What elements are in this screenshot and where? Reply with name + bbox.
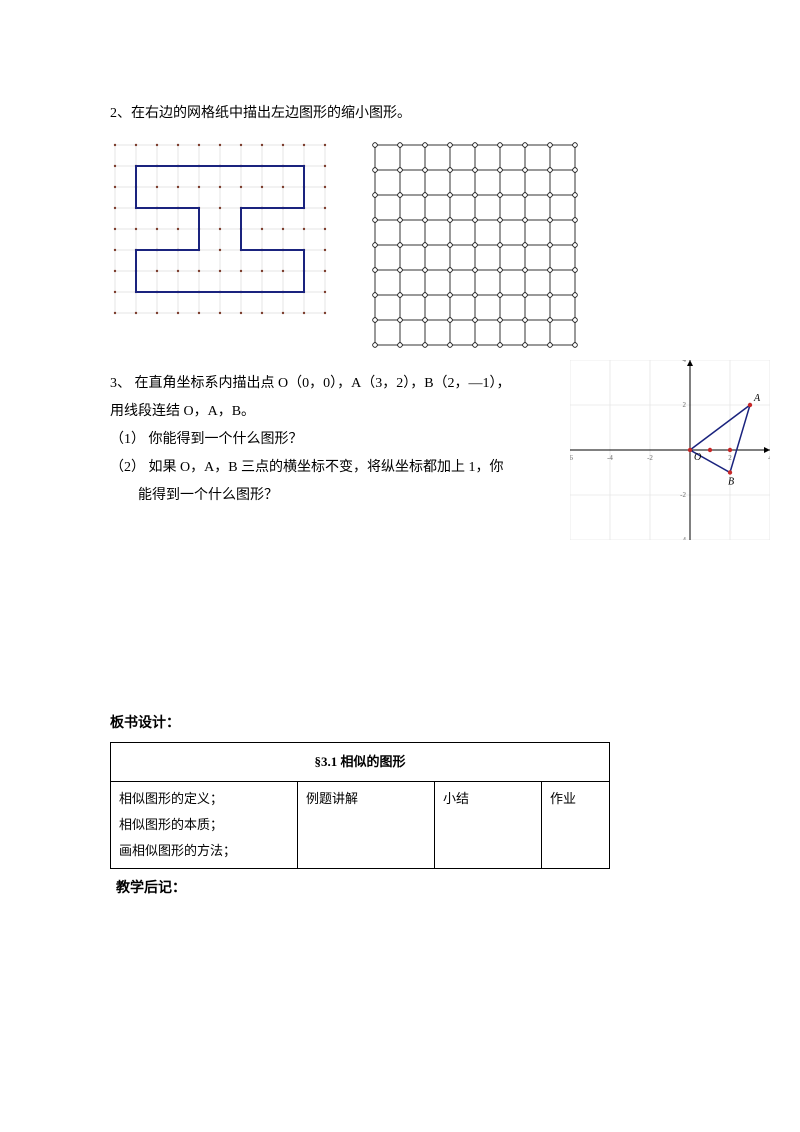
svg-text:-6: -6 <box>570 454 573 462</box>
q2-prompt: 2、在右边的网格纸中描出左边图形的缩小图形。 <box>110 100 690 128</box>
svg-text:O: O <box>694 452 701 463</box>
board-col1: 相似图形的定义； 相似图形的本质； 画相似图形的方法； <box>111 782 298 869</box>
q3-sub1: （1） 你能得到一个什么图形？ <box>110 426 540 454</box>
board-col4: 作业 <box>542 782 610 869</box>
right-grid-figure <box>370 140 580 350</box>
board-col1-l1: 相似图形的定义； <box>119 786 289 812</box>
svg-text:4: 4 <box>683 360 687 364</box>
svg-text:-4: -4 <box>680 536 686 540</box>
svg-text:2: 2 <box>683 401 687 409</box>
board-col3: 小结 <box>435 782 542 869</box>
svg-text:-2: -2 <box>647 454 653 462</box>
board-title: §3.1 相似的图形 <box>111 743 610 782</box>
left-grid-figure <box>110 140 330 320</box>
postnote: 教学后记： <box>116 875 690 903</box>
q3-sub2a: （2） 如果 O，A，B 三点的横坐标不变，将纵坐标都加上 1，你 <box>110 454 540 482</box>
board-table: §3.1 相似的图形 相似图形的定义； 相似图形的本质； 画相似图形的方法； 例… <box>110 742 610 869</box>
svg-text:2: 2 <box>728 454 732 462</box>
coord-figure: -6 -4 -2 2 4 -4 -2 2 4 O A B <box>570 360 770 540</box>
board-col1-l3: 画相似图形的方法； <box>119 838 289 864</box>
svg-text:-4: -4 <box>607 454 613 462</box>
board-col2: 例题讲解 <box>298 782 435 869</box>
svg-text:B: B <box>728 477 734 488</box>
q3-line2: 用线段连结 O，A，B。 <box>110 398 540 426</box>
board-col1-l2: 相似图形的本质； <box>119 812 289 838</box>
q3-intro: 3、 在直角坐标系内描出点 O（0，0），A（3，2），B（2，—1）， <box>110 370 540 398</box>
q3-block: 3、 在直角坐标系内描出点 O（0，0），A（3，2），B（2，—1）， 用线段… <box>110 370 690 510</box>
board-heading: 板书设计： <box>110 710 690 738</box>
figures-row <box>110 140 690 350</box>
svg-text:4: 4 <box>768 454 770 462</box>
svg-text:-2: -2 <box>680 491 686 499</box>
q3-sub2b: 能得到一个什么图形？ <box>110 482 540 510</box>
svg-text:A: A <box>753 393 761 404</box>
